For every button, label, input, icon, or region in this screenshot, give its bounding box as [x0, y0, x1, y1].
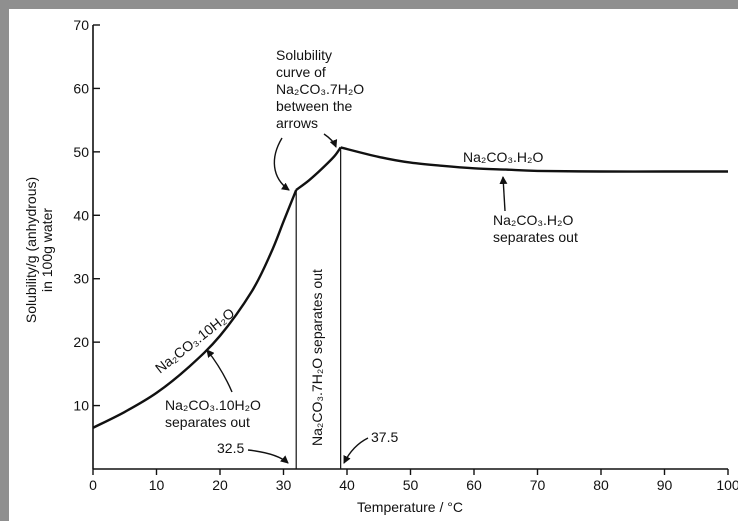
solubility-curve-label-line4: between the [276, 98, 352, 114]
image-border-top [0, 0, 738, 9]
x-tick-label-7: 70 [530, 477, 546, 493]
x-tick-label-10: 100 [716, 477, 738, 493]
hydrate1-note-line1: Na₂CO₃.H₂O [493, 212, 573, 228]
solubility-curve-label-line5: arrows [276, 115, 318, 131]
x-tick-label-4: 40 [339, 477, 355, 493]
arrow-to-32-point [273, 137, 290, 191]
x-tick-label-1: 10 [149, 477, 165, 493]
solubility-curve-label-line3: Na₂CO₃.7H₂O [276, 81, 364, 97]
solubility-curve-label-line1: Solubility [276, 47, 332, 63]
y-tick-label-3: 40 [73, 207, 89, 223]
x-tick-label-5: 50 [403, 477, 419, 493]
y-tick-label-6: 70 [73, 17, 89, 33]
label-37-5: 37.5 [371, 429, 398, 445]
y-tick-label-1: 20 [73, 334, 89, 350]
hydrate10-arrow [206, 349, 233, 393]
y-tick-label-5: 60 [73, 80, 89, 96]
x-tick-label-9: 90 [657, 477, 673, 493]
arrow-to-39-point [323, 133, 338, 148]
curve-decahydrate [92, 189, 298, 429]
image-border-left [0, 0, 9, 521]
hydrate10-note-line1: Na₂CO₃.10H₂O [165, 397, 261, 413]
y-tick-label-4: 50 [73, 144, 89, 160]
arrow-32-5 [247, 449, 289, 464]
x-tick-label-3: 30 [276, 477, 292, 493]
hydrate1-note-line2: separates out [493, 229, 578, 245]
arrow-37-5 [343, 437, 369, 464]
hydrate1-arrow [499, 176, 508, 212]
hydrate7-vertical-label: Na₂CO₃.7H₂O separates out [309, 269, 325, 446]
solubility-curve-label-line2: curve of [276, 64, 326, 80]
hydrate10-curve-label: Na₂CO₃.10H₂O [152, 305, 238, 377]
curve-monohydrate [340, 146, 728, 173]
x-tick-label-6: 60 [466, 477, 482, 493]
label-32-5: 32.5 [217, 440, 244, 456]
y-axis-title-line2: in 100g water [39, 208, 55, 292]
x-tick-label-2: 20 [212, 477, 228, 493]
y-tick-label-0: 10 [73, 398, 89, 414]
x-tick-label-8: 80 [593, 477, 609, 493]
y-tick-label-2: 30 [73, 271, 89, 287]
x-axis-title: Temperature / °C [357, 499, 463, 515]
curve-heptahydrate [295, 146, 342, 191]
hydrate1-curve-label: Na₂CO₃.H₂O [463, 149, 543, 165]
x-tick-label-0: 0 [89, 477, 97, 493]
hydrate10-note-line2: separates out [165, 414, 250, 430]
y-axis-title-line1: Solubility/g (anhydrous) [23, 177, 39, 323]
